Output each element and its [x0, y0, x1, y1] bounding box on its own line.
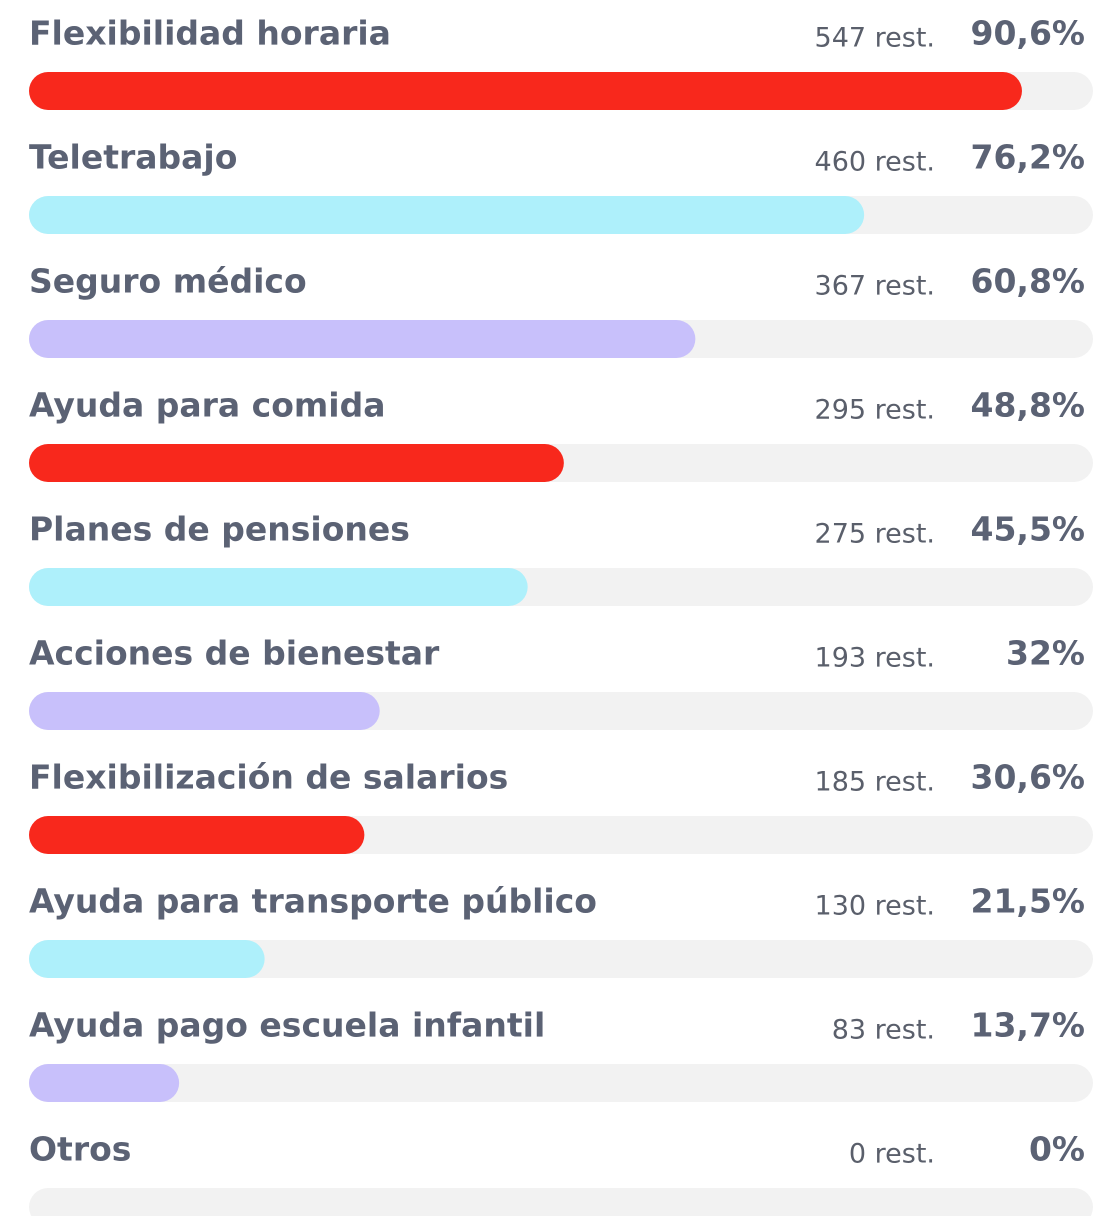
bar-track — [29, 1188, 1093, 1216]
bar — [29, 72, 1022, 110]
response-count: 367 rest. — [815, 271, 935, 302]
bar — [29, 816, 365, 854]
category-label: Seguro médico — [29, 262, 307, 301]
response-count: 83 rest. — [832, 1015, 935, 1046]
response-count: 0 rest. — [849, 1139, 935, 1170]
category-label: Flexibilidad horaria — [29, 14, 391, 53]
category-label: Planes de pensiones — [29, 510, 410, 549]
category-label: Otros — [29, 1130, 131, 1169]
bar — [29, 940, 265, 978]
percent-label: 21,5% — [971, 882, 1086, 921]
response-count: 185 rest. — [815, 767, 935, 798]
bar — [29, 568, 528, 606]
category-label: Flexibilización de salarios — [29, 758, 508, 797]
percent-label: 48,8% — [971, 386, 1086, 425]
bar-track — [29, 1064, 1093, 1102]
percent-label: 60,8% — [971, 262, 1086, 301]
percent-label: 76,2% — [971, 138, 1086, 177]
response-count: 275 rest. — [815, 519, 935, 550]
response-count: 460 rest. — [815, 147, 935, 178]
bar — [29, 320, 696, 358]
response-count: 295 rest. — [815, 395, 935, 426]
percent-label: 90,6% — [971, 14, 1086, 53]
percent-label: 13,7% — [971, 1006, 1086, 1045]
response-count: 547 rest. — [815, 23, 935, 54]
bar — [29, 196, 865, 234]
bar — [29, 692, 380, 730]
category-label: Teletrabajo — [29, 138, 237, 177]
percent-label: 30,6% — [971, 758, 1086, 797]
category-label: Ayuda para comida — [29, 386, 386, 425]
percent-label: 32% — [1006, 634, 1085, 673]
percent-label: 45,5% — [971, 510, 1086, 549]
response-count: 193 rest. — [815, 643, 935, 674]
category-label: Acciones de bienestar — [29, 634, 440, 673]
bar — [29, 1064, 180, 1102]
response-count: 130 rest. — [815, 891, 935, 922]
percent-label: 0% — [1029, 1130, 1085, 1169]
category-label: Ayuda para transporte público — [29, 882, 597, 921]
category-label: Ayuda pago escuela infantil — [29, 1006, 545, 1045]
bar — [29, 444, 564, 482]
bar-track — [29, 940, 1093, 978]
